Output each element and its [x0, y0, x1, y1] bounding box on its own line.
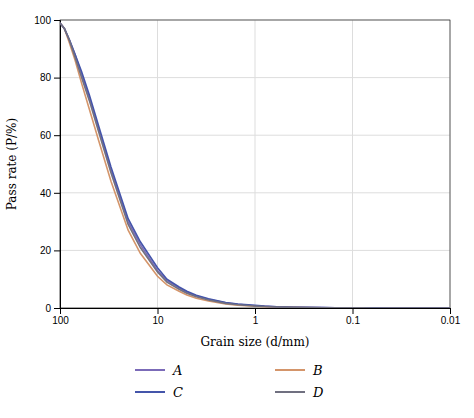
tick: 60 [40, 130, 60, 141]
tick-label: 10 [152, 315, 164, 326]
series-line [60, 23, 450, 308]
grid-line-y [60, 135, 450, 136]
tick-mark [450, 308, 451, 314]
y-axis-title: Pass rate (P/%) [5, 118, 19, 210]
axis-line [61, 309, 451, 315]
legend-item: D [275, 385, 324, 400]
plot: 100 10 1 0.1 0.01 0 20 40 60 80 100 [34, 15, 460, 326]
x-axis-title: Grain size (d/mm) [201, 335, 310, 349]
tick: 1 [253, 308, 259, 326]
tick-label: 0 [45, 303, 51, 314]
tick: 20 [40, 245, 60, 256]
tick-label: 60 [40, 130, 52, 141]
tick: 80 [40, 72, 60, 83]
tick: 40 [40, 188, 60, 199]
tick: 100 [34, 15, 60, 26]
legend-item: A [135, 363, 182, 378]
grid-line-x [255, 20, 256, 308]
y-axis: 0 20 40 60 80 100 [34, 15, 60, 314]
series-line [60, 23, 450, 308]
tick-label: 20 [40, 245, 52, 256]
grid-line-y [60, 77, 450, 78]
legend-label: A [172, 363, 182, 378]
legend: A B C D [135, 363, 324, 400]
legend-swatch [275, 391, 305, 393]
legend-label: B [312, 363, 323, 378]
tick-mark [54, 308, 60, 309]
legend-swatch [275, 369, 305, 371]
tick-mark [255, 308, 256, 314]
tick-mark [54, 250, 60, 251]
tick-mark [54, 20, 60, 21]
tick-label: 0.01 [441, 315, 461, 326]
tick-label: 100 [52, 315, 69, 326]
tick: 0.01 [441, 308, 461, 326]
tick-mark [54, 135, 60, 136]
grid-line-x [352, 20, 353, 308]
legend-swatch [135, 369, 165, 371]
grid-line-x [157, 20, 158, 308]
tick: 10 [152, 308, 164, 326]
legend-label: C [173, 385, 183, 400]
tick-mark [353, 308, 354, 314]
tick-mark [158, 308, 159, 314]
legend-swatch [135, 391, 165, 393]
tick: 0 [45, 303, 60, 314]
lines [60, 23, 450, 308]
series-line [60, 23, 450, 308]
tick-label: 1 [253, 315, 259, 326]
tick-label: 80 [40, 72, 52, 83]
tick-mark [54, 193, 60, 194]
legend-item: C [135, 385, 183, 400]
series-line [60, 23, 450, 308]
tick: 0.1 [346, 308, 360, 326]
grid [60, 20, 450, 308]
chart: 100 10 1 0.1 0.01 0 20 40 60 80 100 Grain size (d/m… [0, 0, 474, 418]
tick-label: 40 [40, 188, 52, 199]
grid-line-y [60, 250, 450, 251]
x-axis: 100 10 1 0.1 0.01 [52, 308, 461, 326]
tick-label: 0.1 [346, 315, 360, 326]
tick: 100 [52, 308, 69, 326]
axis-line [54, 21, 61, 309]
legend-label: D [312, 385, 324, 400]
tick-label: 100 [34, 15, 51, 26]
legend-item: B [275, 363, 323, 378]
plot-frame [60, 20, 450, 308]
tick-mark [54, 78, 60, 79]
